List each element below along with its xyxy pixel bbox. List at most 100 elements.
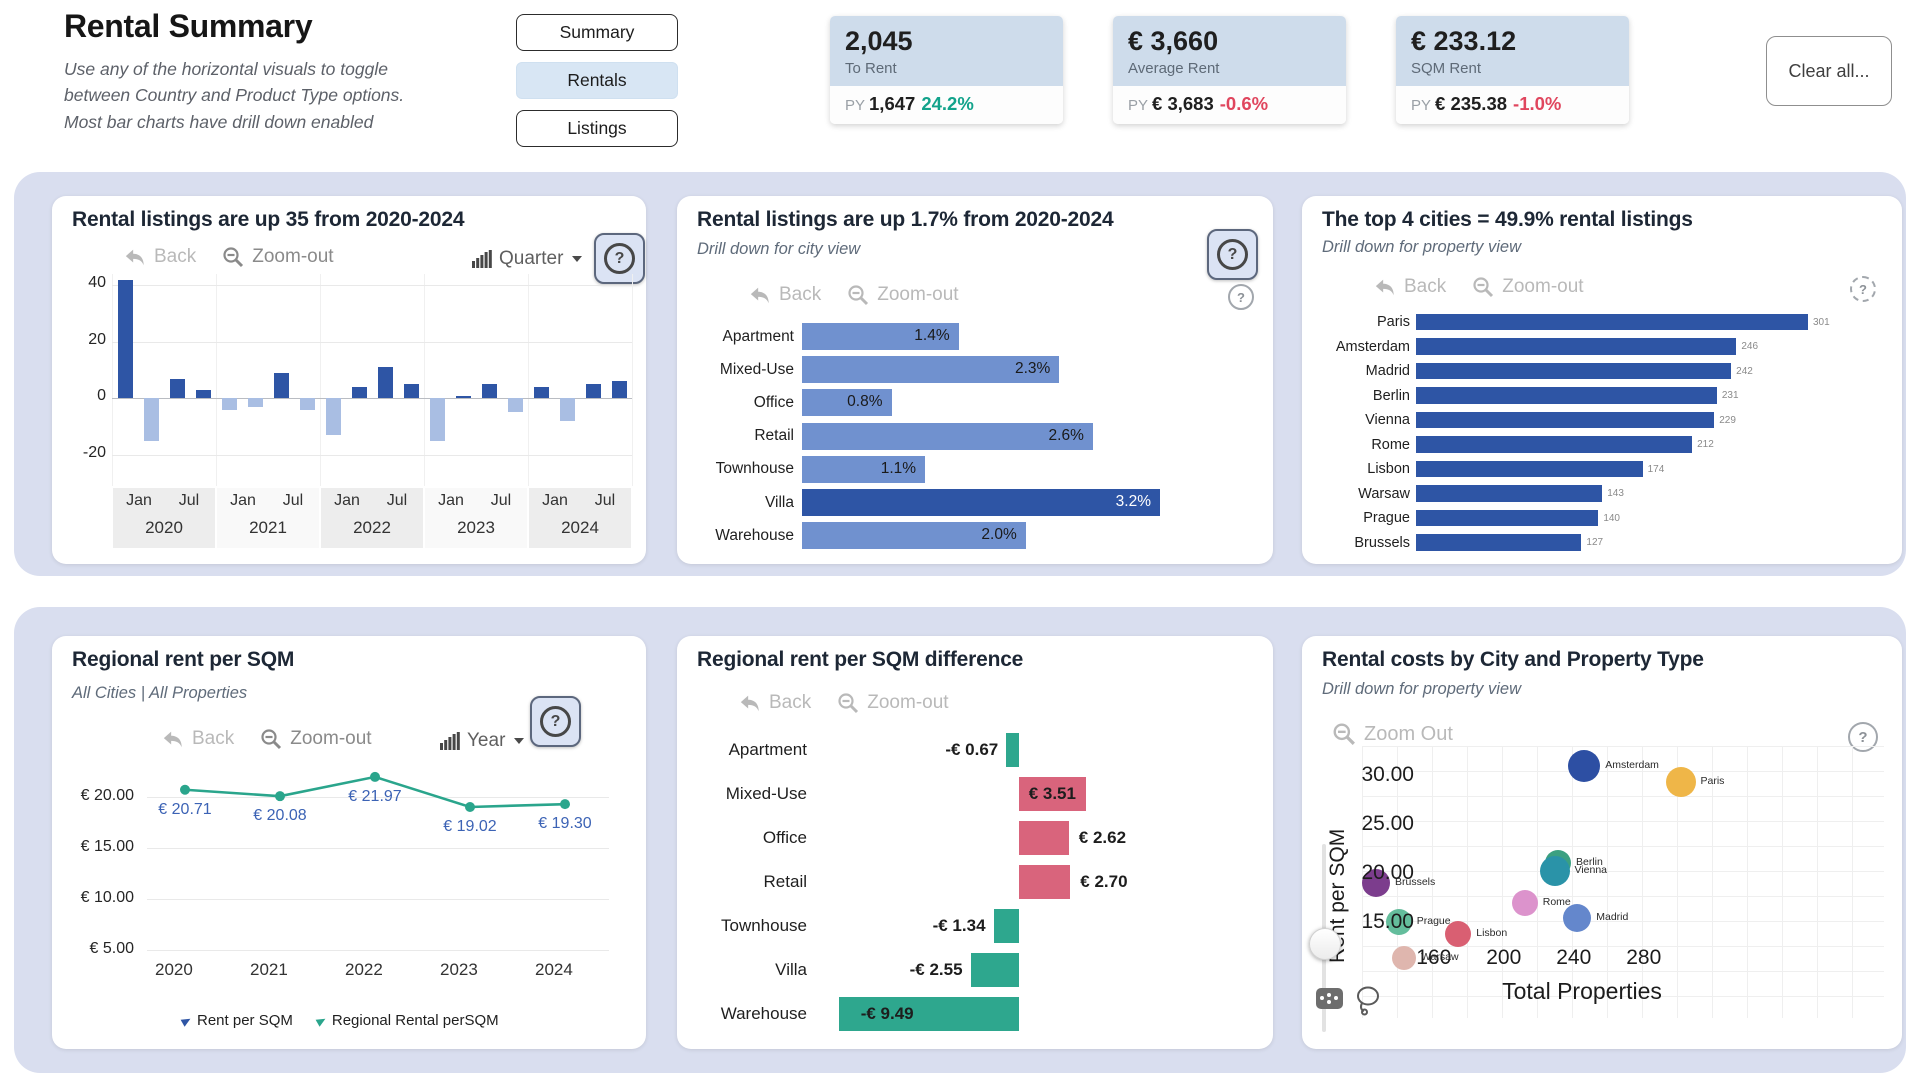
- zoom-out-button[interactable]: Zoom Out: [1332, 722, 1453, 746]
- city-bar[interactable]: [1416, 411, 1715, 429]
- kpi-card-sqm-rent: € 233.12 SQM Rent PY € 235.38 -1.0%: [1396, 16, 1629, 124]
- quarter-bar[interactable]: [221, 398, 237, 410]
- category-label: Townhouse: [715, 460, 794, 478]
- zoom-slider-handle[interactable]: [1309, 928, 1341, 960]
- x-tick-label: Jul: [386, 492, 408, 509]
- bar-row: Apartment 1.4%: [692, 320, 1254, 353]
- quarter-bar[interactable]: [169, 378, 185, 399]
- city-bar[interactable]: [1416, 362, 1732, 380]
- help-button[interactable]: ?: [594, 233, 645, 284]
- clear-all-button[interactable]: Clear all...: [1766, 36, 1892, 106]
- difference-bar[interactable]: [1006, 733, 1019, 767]
- lasso-icon[interactable]: [1354, 984, 1382, 1016]
- nav-summary-button[interactable]: Summary: [516, 14, 678, 51]
- scatter-point-amsterdam[interactable]: [1568, 750, 1601, 783]
- scatter-point-lisbon[interactable]: [1445, 920, 1472, 947]
- quarter-bar[interactable]: [143, 398, 159, 441]
- zoom-out-button[interactable]: Zoom-out: [847, 284, 959, 306]
- quarter-bar[interactable]: [195, 389, 211, 399]
- difference-bar[interactable]: [970, 953, 1019, 987]
- x-tick-label: Jan: [438, 492, 464, 509]
- scatter-point-paris[interactable]: [1665, 766, 1696, 797]
- city-bar[interactable]: [1416, 534, 1582, 551]
- category-label: Retail: [763, 872, 807, 891]
- scatter-point-warsaw[interactable]: [1392, 946, 1416, 971]
- play-axis-icon[interactable]: [1316, 988, 1343, 1009]
- quarter-bar[interactable]: [481, 384, 497, 399]
- quarter-bar[interactable]: [559, 398, 575, 421]
- scatter-point-brussels[interactable]: [1362, 868, 1390, 897]
- line-point[interactable]: [370, 771, 380, 782]
- nav-rentals-button[interactable]: Rentals: [516, 62, 678, 99]
- property-bar[interactable]: 1.1%: [802, 455, 926, 483]
- difference-bar[interactable]: [838, 997, 1019, 1031]
- difference-bar[interactable]: [1019, 865, 1071, 899]
- property-bar[interactable]: 1.4%: [802, 323, 959, 350]
- city-bar[interactable]: [1416, 338, 1737, 355]
- year-label: 2021: [249, 518, 287, 537]
- line-point[interactable]: [560, 799, 570, 810]
- bar-track: 0.8%: [802, 389, 1254, 417]
- quarter-bar[interactable]: [117, 279, 133, 399]
- quarter-bar[interactable]: [377, 367, 393, 399]
- bar-value-label: -€ 2.55: [909, 960, 963, 979]
- zoom-out-button[interactable]: Zoom-out: [222, 246, 334, 268]
- city-bar[interactable]: [1416, 313, 1808, 331]
- zoom-out-button[interactable]: Zoom-out: [837, 692, 949, 714]
- city-bar[interactable]: [1416, 509, 1599, 527]
- scatter-point-vienna[interactable]: [1539, 856, 1570, 887]
- zoom-out-button[interactable]: Zoom-out: [1472, 276, 1584, 298]
- legend-item[interactable]: Regional Rental perSQM: [315, 1012, 499, 1029]
- difference-bar[interactable]: [1019, 821, 1069, 855]
- help-hint-icon[interactable]: ?: [1850, 276, 1876, 302]
- quarter-bar[interactable]: [585, 384, 601, 399]
- city-bar[interactable]: [1416, 436, 1693, 453]
- difference-bar[interactable]: [993, 909, 1019, 943]
- granularity-dropdown[interactable]: Quarter: [472, 248, 583, 270]
- back-button[interactable]: Back: [749, 284, 821, 306]
- quarter-bar[interactable]: [507, 398, 523, 413]
- scatter-point-rome[interactable]: [1511, 890, 1538, 917]
- scatter-point-prague[interactable]: [1385, 909, 1412, 935]
- help-button[interactable]: ?: [530, 696, 581, 747]
- help-hint-icon[interactable]: ?: [1228, 284, 1254, 310]
- line-point[interactable]: [180, 784, 190, 795]
- help-button[interactable]: ?: [1207, 229, 1258, 280]
- property-bar[interactable]: 2.3%: [802, 356, 1060, 384]
- back-button[interactable]: Back: [162, 728, 234, 750]
- category-label: Mixed-Use: [725, 784, 807, 803]
- property-bar[interactable]: 0.8%: [802, 389, 892, 417]
- legend-item[interactable]: Rent per SQM: [180, 1012, 293, 1029]
- property-bar[interactable]: 2.0%: [802, 522, 1026, 550]
- nav-listings-button[interactable]: Listings: [516, 110, 678, 147]
- bar-row: Warehouse 2.0%: [692, 519, 1254, 552]
- quarter-bar[interactable]: [351, 387, 367, 399]
- quarter-bar[interactable]: [325, 398, 341, 436]
- quarter-bar[interactable]: [273, 372, 289, 399]
- line-point[interactable]: [275, 791, 285, 802]
- quarter-bar[interactable]: [247, 398, 263, 407]
- scatter-point-madrid[interactable]: [1563, 904, 1592, 933]
- category-label: Villa: [764, 493, 794, 511]
- granularity-dropdown[interactable]: Year: [440, 730, 525, 752]
- back-button[interactable]: Back: [739, 692, 811, 714]
- property-bar[interactable]: 3.2%: [802, 489, 1160, 516]
- city-bar[interactable]: [1416, 485, 1603, 502]
- quarter-bar[interactable]: [533, 387, 549, 399]
- zoom-out-button[interactable]: Zoom-out: [260, 728, 372, 750]
- quarter-bar[interactable]: [403, 384, 419, 399]
- quarter-bar[interactable]: [455, 395, 471, 399]
- line-point[interactable]: [465, 801, 475, 812]
- city-bar[interactable]: [1416, 460, 1643, 478]
- property-bar[interactable]: 2.6%: [802, 422, 1093, 450]
- bar-track: -€ 0.67: [817, 729, 1255, 771]
- difference-bar[interactable]: [1019, 777, 1086, 811]
- quarter-bar[interactable]: [611, 381, 627, 399]
- quarter-bar[interactable]: [429, 398, 445, 441]
- back-button[interactable]: Back: [124, 246, 196, 268]
- category-label: Office: [753, 393, 794, 411]
- quarter-bar[interactable]: [299, 398, 315, 410]
- back-button[interactable]: Back: [1374, 276, 1446, 298]
- gridline: [112, 341, 632, 343]
- city-bar[interactable]: [1416, 387, 1717, 404]
